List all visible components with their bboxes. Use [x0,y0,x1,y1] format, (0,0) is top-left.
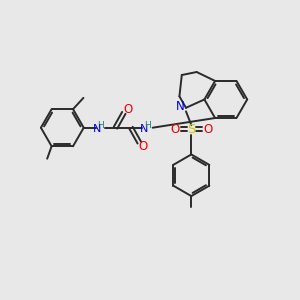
Text: O: O [170,123,179,136]
Text: O: O [123,103,133,116]
Text: O: O [203,123,213,136]
Text: O: O [139,140,148,153]
Text: N: N [93,124,101,134]
Text: N: N [140,124,148,134]
Text: N: N [176,100,185,113]
Text: H: H [145,121,151,130]
Text: H: H [97,121,104,130]
Text: S: S [187,123,196,136]
